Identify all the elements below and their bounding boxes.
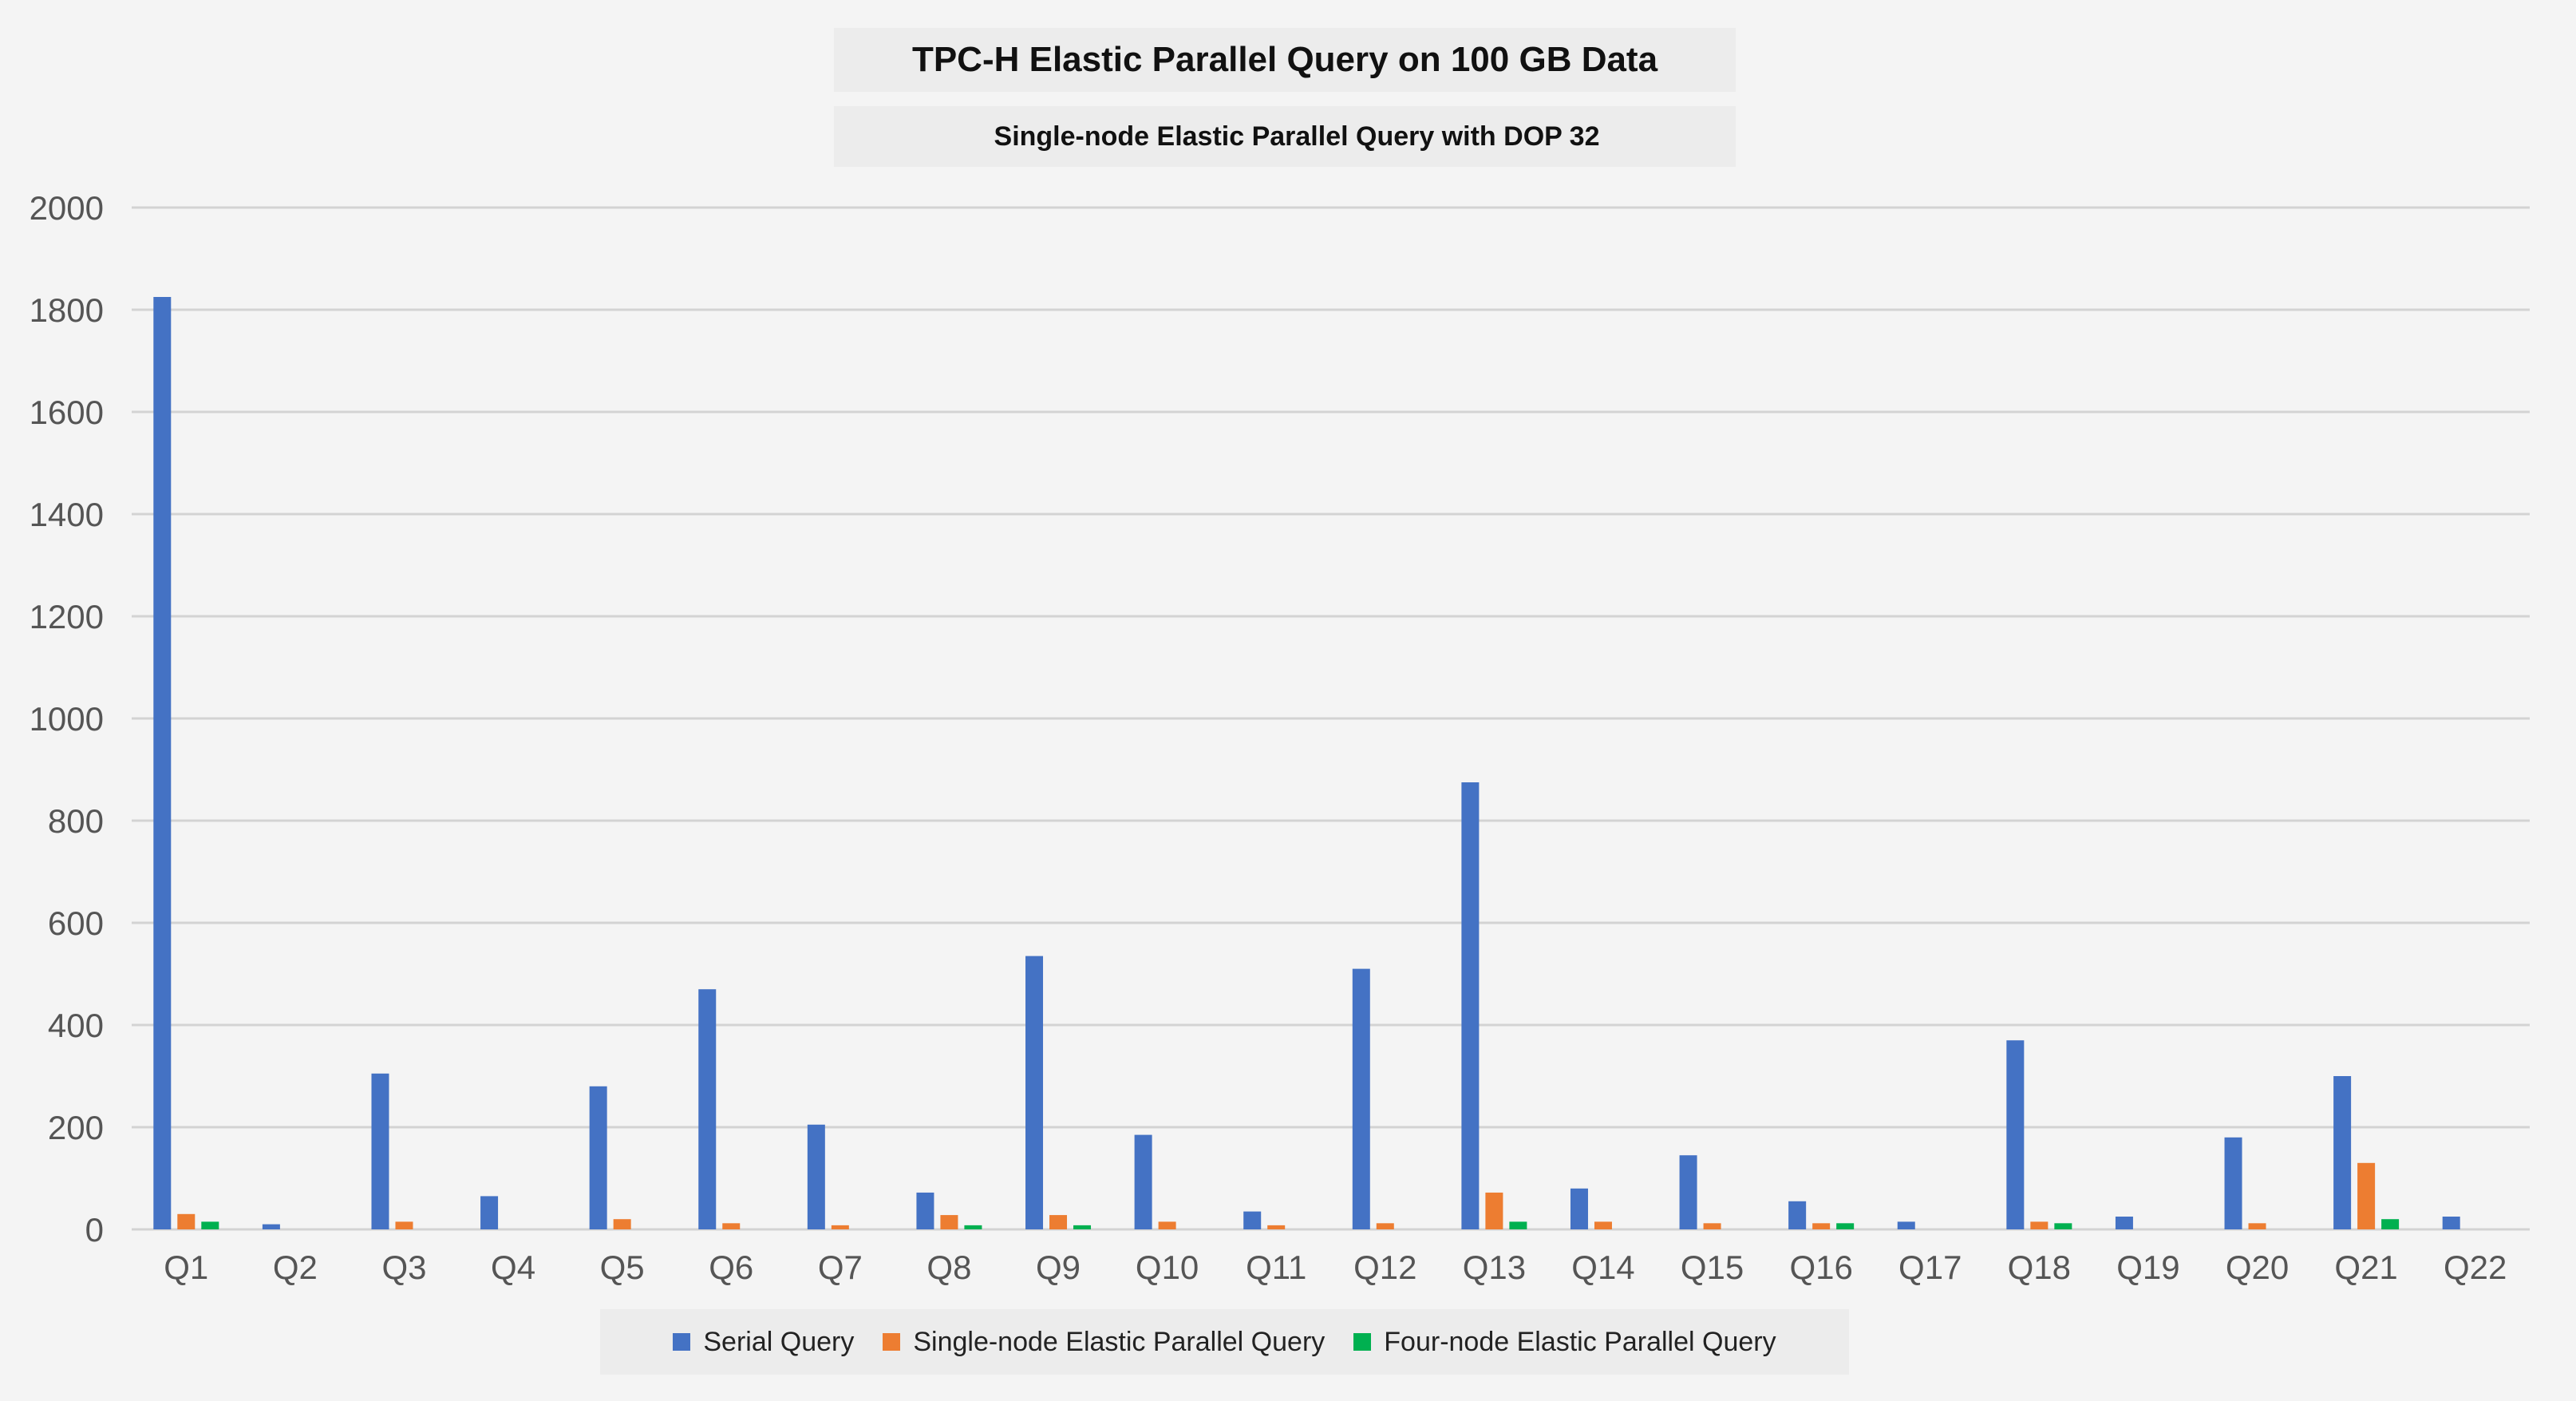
bar-q3-series-0 (371, 1073, 389, 1229)
x-tick-label: Q11 (1246, 1249, 1306, 1286)
bar-q4-series-0 (480, 1196, 499, 1229)
bar-q9-series-2 (1073, 1225, 1092, 1229)
chart-title: TPC-H Elastic Parallel Query on 100 GB D… (834, 28, 1736, 92)
bar-q1-series-0 (153, 297, 172, 1229)
bar-q14-series-0 (1570, 1188, 1588, 1229)
y-tick-label: 1000 (30, 700, 104, 738)
x-tick-label: Q5 (600, 1249, 645, 1286)
x-tick-label: Q4 (491, 1249, 535, 1286)
x-tick-label: Q19 (2116, 1249, 2179, 1286)
x-tick-label: Q2 (273, 1249, 318, 1286)
legend-swatch-serial (673, 1333, 691, 1351)
bar-q16-series-0 (1788, 1201, 1807, 1229)
x-tick-label: Q15 (1681, 1249, 1744, 1286)
x-tick-label: Q22 (2444, 1249, 2507, 1286)
bar-q17-series-0 (1897, 1221, 1915, 1229)
bar-q9-series-1 (1049, 1215, 1068, 1229)
bar-q5-series-0 (589, 1086, 607, 1229)
bar-q11-series-0 (1243, 1211, 1262, 1229)
bar-q7-series-0 (807, 1124, 825, 1229)
legend-item-single-node: Single-node Elastic Parallel Query (883, 1327, 1325, 1358)
legend-swatch-single-node (883, 1333, 901, 1351)
bar-q5-series-1 (613, 1219, 631, 1229)
x-tick-label: Q10 (1136, 1249, 1199, 1286)
bar-q8-series-2 (964, 1225, 982, 1229)
bar-q1-series-1 (177, 1213, 196, 1229)
bar-q19-series-0 (2115, 1217, 2133, 1229)
legend-item-four-node: Four-node Elastic Parallel Query (1353, 1327, 1776, 1358)
bar-q13-series-0 (1461, 782, 1480, 1229)
bar-q8-series-1 (940, 1215, 958, 1229)
x-tick-label: Q20 (2226, 1249, 2289, 1286)
x-tick-label: Q8 (926, 1249, 971, 1286)
bar-q20-series-0 (2224, 1137, 2242, 1229)
x-tick-label: Q7 (818, 1249, 863, 1286)
x-tick-label: Q13 (1463, 1249, 1526, 1286)
x-tick-label: Q6 (709, 1249, 753, 1286)
bar-q1-series-2 (201, 1221, 219, 1229)
chart-subtitle: Single-node Elastic Parallel Query with … (834, 106, 1736, 167)
x-tick-label: Q17 (1898, 1249, 1962, 1286)
bar-q9-series-0 (1025, 956, 1044, 1229)
bar-q13-series-2 (1509, 1221, 1527, 1229)
y-tick-label: 2000 (30, 189, 104, 227)
bar-q22-series-0 (2442, 1217, 2460, 1229)
x-tick-label: Q1 (164, 1249, 208, 1286)
bar-q21-series-2 (2381, 1219, 2400, 1229)
x-tick-label: Q3 (381, 1249, 426, 1286)
bar-q15-series-0 (1679, 1155, 1697, 1229)
legend: Serial Query Single-node Elastic Paralle… (600, 1309, 1849, 1375)
bar-q6-series-1 (722, 1223, 741, 1229)
legend-label-four-node: Four-node Elastic Parallel Query (1384, 1326, 1776, 1357)
x-tick-label: Q14 (1571, 1249, 1634, 1286)
bar-q7-series-1 (831, 1225, 849, 1229)
bar-q3-series-1 (395, 1221, 413, 1229)
legend-item-serial: Serial Query (673, 1327, 854, 1358)
x-tick-label: Q21 (2334, 1249, 2397, 1286)
x-tick-label: Q18 (2008, 1249, 2071, 1286)
y-tick-label: 800 (48, 802, 104, 840)
bar-q14-series-1 (1594, 1221, 1612, 1229)
bar-q8-series-0 (916, 1192, 934, 1229)
bar-q10-series-0 (1134, 1134, 1152, 1229)
bar-q12-series-1 (1376, 1223, 1394, 1229)
x-tick-label: Q16 (1789, 1249, 1852, 1286)
y-tick-label: 200 (48, 1109, 104, 1146)
y-tick-label: 1800 (30, 291, 104, 329)
bar-q2-series-0 (262, 1224, 280, 1229)
legend-swatch-four-node (1353, 1333, 1372, 1351)
bar-q21-series-0 (2333, 1076, 2352, 1229)
x-tick-label: Q9 (1036, 1249, 1081, 1286)
bar-q20-series-1 (2248, 1223, 2266, 1229)
y-tick-label: 1400 (30, 496, 104, 533)
x-tick-label: Q12 (1353, 1249, 1416, 1286)
bar-q16-series-2 (1836, 1223, 1855, 1229)
y-tick-label: 600 (48, 904, 104, 942)
bar-q10-series-1 (1158, 1221, 1176, 1229)
bar-q15-series-1 (1703, 1223, 1721, 1229)
y-tick-label: 1600 (30, 394, 104, 431)
y-tick-label: 1200 (30, 598, 104, 635)
y-tick-label: 0 (85, 1211, 104, 1249)
legend-label-serial: Serial Query (703, 1326, 855, 1357)
bar-q12-series-0 (1352, 968, 1370, 1229)
legend-label-single-node: Single-node Elastic Parallel Query (913, 1326, 1326, 1357)
bar-q18-series-1 (2030, 1221, 2049, 1229)
bar-q11-series-1 (1267, 1225, 1286, 1229)
bar-q18-series-0 (2006, 1040, 2025, 1229)
bar-q21-series-1 (2357, 1162, 2376, 1229)
bar-q16-series-1 (1812, 1223, 1831, 1229)
bar-q18-series-2 (2054, 1223, 2072, 1229)
y-tick-label: 400 (48, 1007, 104, 1044)
bar-q6-series-0 (698, 989, 717, 1229)
bar-q13-series-1 (1485, 1192, 1503, 1229)
